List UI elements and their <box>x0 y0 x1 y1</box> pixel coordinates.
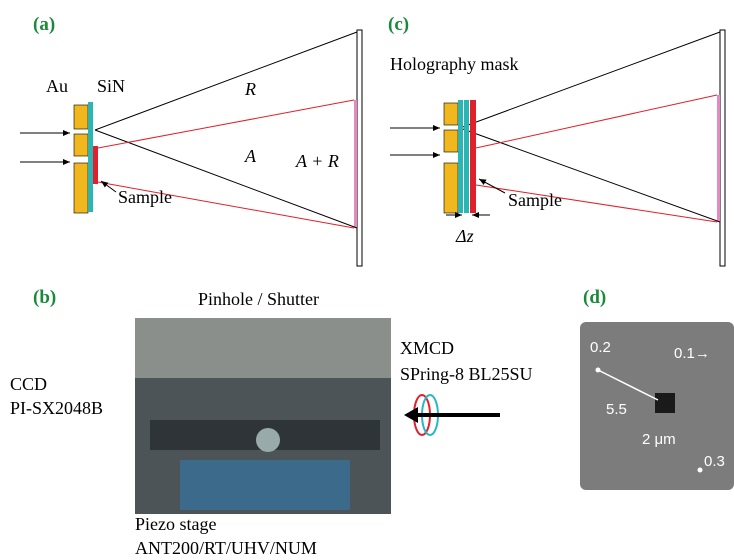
label: Au <box>46 76 68 96</box>
label: A + R <box>295 151 339 171</box>
photo-bg <box>135 318 391 378</box>
label: Pinhole / Shutter <box>198 289 319 309</box>
label: 2 μm <box>642 431 676 448</box>
label: CCD <box>10 374 47 394</box>
au-block <box>444 130 458 152</box>
label: XMCD <box>400 338 454 358</box>
label: Holography mask <box>390 54 518 74</box>
label: SiN <box>97 76 125 96</box>
label: 0.3 <box>704 453 725 470</box>
sample <box>93 146 98 184</box>
label: PI-SX2048B <box>10 398 103 418</box>
panel-d: (d) 0.2 0.1→ 5.5 2 μm 0.3 <box>580 287 734 490</box>
photo-detail <box>256 428 280 452</box>
panel-label: (c) <box>388 14 409 35</box>
au-block <box>74 134 88 156</box>
label: 5.5 <box>606 401 627 418</box>
photo-detail <box>180 460 350 510</box>
panel-c: (c) Holography mask Sample Δz <box>388 14 725 266</box>
dot <box>596 368 601 373</box>
au-block <box>444 103 458 125</box>
panel-b: (b) Pinhole / Shutter CCD PI-SX2048B XMC… <box>10 287 533 558</box>
screen <box>357 30 362 266</box>
pointer <box>101 181 116 192</box>
aperture <box>655 393 675 413</box>
label: ANT200/RT/UHV/NUM <box>135 538 317 558</box>
label: 0.2 <box>590 339 611 356</box>
label: SPring-8 BL25SU <box>400 364 533 384</box>
au-block <box>74 163 88 213</box>
sin-layer <box>458 100 463 213</box>
screen <box>720 30 725 266</box>
sample <box>470 100 476 213</box>
label: Δz <box>455 226 474 246</box>
label: R <box>244 79 256 99</box>
label: Sample <box>118 187 172 207</box>
au-block <box>74 105 88 129</box>
arrow-head <box>404 407 418 423</box>
dot <box>698 468 703 473</box>
panel-label: (b) <box>33 287 56 308</box>
screen-signal <box>717 95 720 222</box>
sin-layer <box>88 102 93 212</box>
figure: (a) Au SiN R A A + R Sample (c) <box>0 0 734 560</box>
label: A <box>244 146 257 166</box>
screen-signal <box>354 100 357 228</box>
label: Sample <box>508 190 562 210</box>
panel-label: (d) <box>583 287 606 308</box>
sin-layer <box>464 100 469 213</box>
panel-a: (a) Au SiN R A A + R Sample <box>20 14 362 266</box>
au-block <box>444 163 458 213</box>
label: Piezo stage <box>135 514 216 534</box>
panel-label: (a) <box>33 14 55 35</box>
label: 0.1→ <box>674 345 710 362</box>
